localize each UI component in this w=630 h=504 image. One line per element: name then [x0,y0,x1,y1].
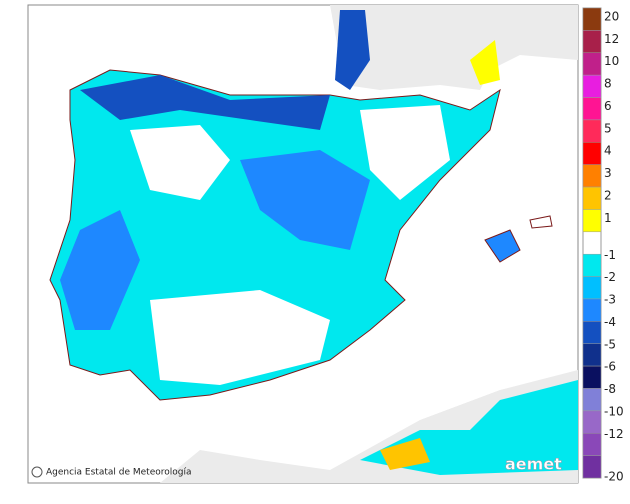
legend-label: 8 [604,77,612,91]
legend-label: 20 [604,9,619,23]
cold-area [60,210,140,330]
legend-swatch [582,365,602,389]
legend-swatch [582,321,602,344]
legend-label: 10 [604,54,619,68]
legend-swatch [582,253,602,277]
logo: aemet [505,455,562,474]
warm-area [380,438,430,470]
warm-area [470,40,500,85]
legend-swatch [582,142,602,165]
legend-label: 2 [604,189,612,203]
copyright-icon [31,466,43,478]
balearic-island [529,215,553,229]
legend-label: -2 [604,270,616,284]
legend-label: -1 [604,248,616,262]
legend-swatch [582,410,602,434]
legend-label: -4 [604,315,616,329]
legend-swatch [582,164,602,188]
legend-label: -6 [604,360,616,374]
balearic-island [484,229,521,263]
legend-label: -8 [604,382,616,396]
legend-swatch [582,52,602,76]
legend-swatch [582,97,602,121]
attribution: Agencia Estatal de Meteorología [46,468,192,478]
legend-swatch [582,7,602,31]
legend-swatch [582,209,602,233]
cold-area [240,150,370,250]
legend-label: 6 [604,99,612,113]
legend-swatch [582,74,602,98]
legend-label: -3 [604,293,616,307]
legend-swatch [582,119,602,143]
legend-swatch [582,455,602,479]
legend-swatch [582,276,602,300]
legend-swatch [582,388,602,412]
legend-label: -10 [604,404,624,418]
legend-label: 3 [604,166,612,180]
legend-label: 5 [604,121,612,135]
legend-label: 1 [604,211,612,225]
cold-area [80,75,330,130]
legend-label: 12 [604,32,619,46]
legend-swatch [582,298,602,322]
legend-swatch [582,186,602,210]
cold-area [335,10,370,90]
mild-area [130,125,230,200]
legend-swatch [582,30,602,54]
france-land [330,5,578,90]
mild-area [150,290,330,385]
legend-label: 4 [604,144,612,158]
legend-label: -5 [604,337,616,351]
legend-label: -20 [604,469,624,483]
legend-swatch [582,432,602,456]
legend-label: -12 [604,427,624,441]
mild-area [360,105,450,200]
legend-swatch [582,343,602,367]
